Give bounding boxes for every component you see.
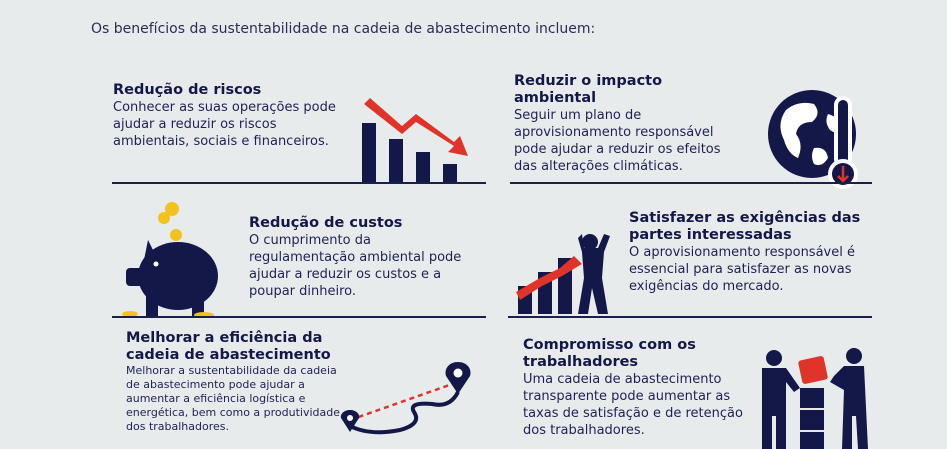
benefit-title: Redução de custos: [249, 215, 403, 231]
benefit-body: O cumprimento da regulamentação ambienta…: [249, 233, 462, 299]
benefit-body: Seguir um plano de aprovisionamento resp…: [514, 108, 721, 174]
benefit-title: Redução de riscos: [113, 82, 262, 98]
divider: [510, 182, 872, 184]
route-map-icon: [340, 362, 471, 435]
benefit-environmental-impact: Reduzir o impacto ambiental Seguir um pl…: [514, 73, 744, 175]
benefit-title: Compromisso com os trabalhadores: [523, 337, 696, 370]
benefit-title: Satisfazer as exigências das partes inte…: [629, 210, 861, 243]
rising-chart-person-icon: [516, 234, 610, 314]
benefit-title: Reduzir o impacto ambiental: [514, 73, 663, 106]
divider: [112, 182, 486, 184]
piggy-bank-icon: [122, 202, 218, 318]
benefit-worker-commitment: Compromisso com os trabalhadores Uma cad…: [523, 337, 753, 439]
benefit-body: Uma cadeia de abastecimento transparente…: [523, 372, 743, 438]
divider: [508, 316, 872, 318]
benefit-cost-reduction: Redução de custos O cumprimento da regul…: [249, 215, 474, 300]
declining-bar-chart-icon: [362, 98, 468, 182]
benefit-title: Melhorar a eficiência da cadeia de abast…: [126, 330, 331, 363]
benefit-body: Melhorar a sustentabilidade da cadeia de…: [126, 364, 341, 433]
benefit-body: Conhecer as suas operações pode ajudar a…: [113, 100, 336, 149]
benefit-body: O aprovisionamento responsável é essenci…: [629, 245, 855, 294]
teamwork-blocks-icon: [762, 348, 868, 449]
benefit-risk-reduction: Redução de riscos Conhecer as suas opera…: [113, 82, 353, 150]
benefit-efficiency: Melhorar a eficiência da cadeia de abast…: [126, 330, 351, 434]
benefit-stakeholder-demands: Satisfazer as exigências das partes inte…: [629, 210, 869, 295]
intro-text: Os benefícios da sustentabilidade na cad…: [91, 21, 596, 37]
divider: [112, 316, 486, 318]
globe-thermometer-icon: [768, 90, 858, 189]
